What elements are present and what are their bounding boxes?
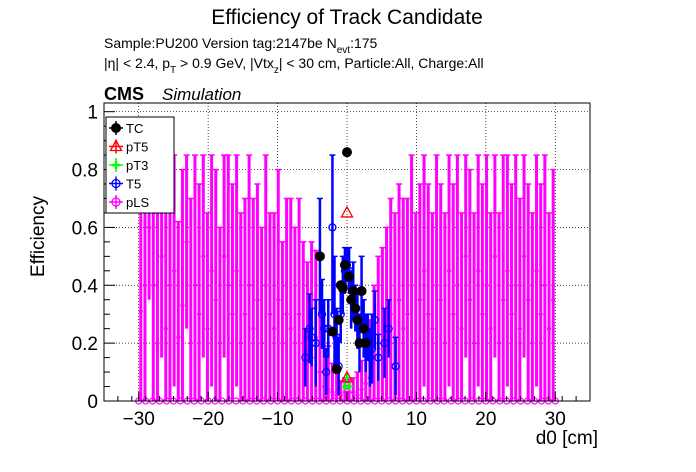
tc-point — [327, 326, 338, 337]
subtitle-line1-sub: evt — [337, 45, 351, 56]
x-axis-label: d0 [cm] — [536, 428, 598, 449]
legend: TC pT5 pT3 T5 pLS — [105, 116, 175, 214]
subtitle-line2-a: |η| < 2.4, p — [104, 55, 170, 71]
x-tick-label: −20 — [192, 409, 224, 430]
data-layer — [135, 147, 559, 405]
tc-point — [358, 323, 369, 334]
y-tick-label: 0.6 — [72, 218, 98, 239]
pt5-point — [340, 370, 354, 383]
t5-point — [370, 315, 379, 325]
axes: −30 −20 −10 0 10 20 30 0 0.2 0.4 0.6 0.8 1 — [72, 103, 591, 430]
t5-point — [307, 333, 316, 342]
legend-pls-label: pLS — [126, 195, 149, 210]
y-tick-label: 0 — [87, 392, 98, 413]
subtitle-line2-sub2: z — [274, 65, 279, 76]
y-tick-label: 0.4 — [72, 276, 99, 297]
t5-point — [322, 367, 331, 377]
chart-subtitle-line2: |η| < 2.4, pT > 0.9 GeV, |Vtxz| < 30 cm,… — [104, 55, 484, 76]
tc-point — [333, 314, 344, 325]
chart-title: Efficiency of Track Candidate — [211, 6, 483, 29]
tc-point — [360, 338, 371, 349]
t5-point — [380, 338, 389, 348]
y-axis-label: Efficiency — [28, 196, 49, 277]
y-tick-label: 0.8 — [72, 161, 98, 182]
x-tick-label: 0 — [342, 409, 353, 430]
tc-point — [344, 271, 355, 282]
pt3-point — [345, 382, 354, 391]
t5-point — [311, 338, 320, 348]
subtitle-line2-b: > 0.9 GeV, |Vtx — [176, 55, 274, 71]
t5-point — [384, 324, 393, 333]
tc-point — [350, 303, 361, 314]
legend-pt3-marker — [112, 161, 120, 169]
y-tick-label: 0.2 — [72, 334, 98, 355]
t5-point — [305, 324, 314, 333]
chart-subtitle-line1: Sample:PU200 Version tag:2147be Nevt:175 — [104, 35, 378, 56]
subtitle-line1-a: Sample:PU200 Version tag:2147be N — [104, 35, 337, 51]
subtitle-line2-sub1: T — [170, 65, 176, 76]
legend-pt5-marker — [109, 139, 123, 152]
legend-tc-label: TC — [126, 121, 143, 136]
legend-t5-marker — [111, 178, 121, 189]
t5-point — [319, 324, 329, 333]
subtitle-line1-b: :175 — [350, 35, 377, 51]
simulation-label: Simulation — [162, 85, 241, 104]
legend-t5-label: T5 — [126, 177, 141, 192]
t5-point — [374, 353, 383, 362]
legend-pt3-label: pT3 — [126, 158, 148, 173]
t5-point — [301, 353, 310, 362]
t5-point — [391, 362, 400, 371]
tc-point — [339, 260, 350, 271]
pt5-point — [340, 205, 354, 218]
tc-point — [346, 294, 357, 305]
t5-point — [317, 310, 327, 319]
tc-point — [352, 314, 363, 325]
tc-point — [348, 286, 359, 297]
tc-point — [331, 364, 342, 375]
x-tick-label: 30 — [545, 409, 566, 430]
legend-pls-marker — [111, 197, 121, 207]
tc-point — [342, 147, 352, 158]
t5-point — [367, 344, 377, 354]
tc-point — [314, 251, 325, 262]
x-tick-label: −30 — [123, 409, 155, 430]
t5-point — [365, 353, 375, 362]
legend-tc-marker — [111, 123, 121, 133]
subtitle-line2-c: | < 30 cm, Particle:All, Charge:All — [279, 55, 484, 71]
legend-pt5-label: pT5 — [126, 140, 148, 155]
x-tick-label: −10 — [261, 409, 293, 430]
x-tick-label: 10 — [406, 409, 427, 430]
tc-point — [337, 283, 348, 294]
cms-label: CMS — [104, 84, 144, 104]
tc-point — [356, 286, 367, 297]
y-tick-label: 1 — [87, 103, 98, 124]
t5-point — [328, 223, 337, 232]
x-tick-label: 20 — [475, 409, 496, 430]
